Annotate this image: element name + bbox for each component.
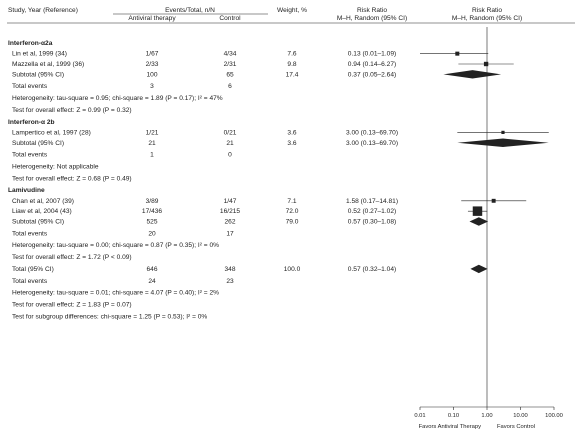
study-antiviral: 17/436 — [142, 208, 163, 215]
subtotal-weight: 3.6 — [287, 140, 296, 147]
study-label: Lin et al, 1999 (34) — [12, 51, 67, 58]
study-label: Chan et al, 2007 (39) — [12, 198, 74, 205]
total-events-control: 6 — [228, 83, 232, 90]
subgroup-differences-text: Test for subgroup differences: chi-squar… — [12, 313, 207, 320]
heterogeneity-text: Heterogeneity: Not applicable — [12, 163, 99, 170]
subtotal-risk-ratio: 3.00 (0.13–69.70) — [346, 140, 398, 147]
total-events-control: 17 — [226, 230, 234, 237]
total-events-label: Total events — [12, 278, 48, 285]
study-point — [483, 61, 489, 67]
study-point — [491, 198, 496, 203]
header-plot-method: M–H, Random (95% CI) — [452, 15, 522, 22]
study-weight: 7.1 — [287, 198, 296, 205]
subtotal-control: 65 — [226, 71, 234, 78]
study-risk-ratio: 0.13 (0.01–1.09) — [348, 51, 396, 58]
overall-effect-text: Test for overall effect: Z = 1.83 (P = 0… — [12, 301, 132, 308]
study-risk-ratio: 0.52 (0.27–1.02) — [348, 208, 396, 215]
overall-effect-text: Test for overall effect: Z = 1.72 (P < 0… — [12, 254, 132, 261]
total-control: 348 — [224, 266, 235, 273]
study-weight: 7.6 — [287, 51, 296, 58]
study-antiviral: 1/21 — [146, 129, 159, 136]
subtotal-label: Subtotal (95% CI) — [12, 219, 64, 226]
subtotal-risk-ratio: 0.37 (0.05–2.64) — [348, 71, 396, 78]
total-diamond — [470, 264, 488, 274]
group-title: Interferon-α 2b — [8, 119, 55, 126]
subtotal-label: Subtotal (95% CI) — [12, 71, 64, 78]
total-events-antiviral: 1 — [150, 152, 154, 159]
total-events-control: 23 — [226, 278, 234, 285]
header-antiviral: Antiviral therapy — [128, 15, 176, 22]
study-label: Liaw et al, 2004 (43) — [12, 208, 72, 215]
header-plot-risk-ratio: Risk Ratio — [472, 7, 502, 14]
header-risk-ratio: Risk Ratio — [357, 7, 387, 14]
study-risk-ratio: 3.00 (0.13–69.70) — [346, 129, 398, 136]
subtotal-diamond — [469, 217, 489, 226]
study-control: 2/31 — [224, 61, 237, 68]
total-weight: 100.0 — [284, 266, 301, 273]
total-label: Total (95% CI) — [12, 266, 54, 273]
study-control: 1/47 — [224, 198, 237, 205]
x-tick-label: 0.10 — [448, 413, 459, 419]
subtotal-diamond — [443, 70, 502, 79]
study-risk-ratio: 1.58 (0.17–14.81) — [346, 198, 398, 205]
study-control: 4/34 — [224, 51, 237, 58]
study-point — [501, 130, 505, 135]
subtotal-weight: 79.0 — [286, 219, 299, 226]
study-weight: 3.6 — [287, 129, 296, 136]
heterogeneity-text: Heterogeneity: tau-square = 0.00; chi-sq… — [12, 242, 219, 249]
study-label: Lampertico et al, 1997 (28) — [12, 129, 91, 136]
study-point — [455, 51, 460, 56]
heterogeneity-text: Heterogeneity: tau-square = 0.95; chi-sq… — [12, 95, 223, 102]
study-antiviral: 2/33 — [146, 61, 159, 68]
subtotal-control: 262 — [224, 219, 235, 226]
study-weight: 9.8 — [287, 61, 296, 68]
subtotal-antiviral: 525 — [146, 219, 157, 226]
study-control: 0/21 — [224, 129, 237, 136]
total-events-control: 0 — [228, 152, 232, 159]
total-events-label: Total events — [12, 152, 48, 159]
study-point — [472, 206, 483, 216]
x-tick-label: 1.00 — [481, 413, 492, 419]
total-antiviral: 646 — [146, 266, 157, 273]
subtotal-antiviral: 21 — [148, 140, 156, 147]
header-events-total: Events/Total, n/N — [165, 7, 215, 14]
x-tick-label: 0.01 — [414, 413, 425, 419]
group-title: Lamivudine — [8, 187, 45, 194]
x-tick-label: 100.00 — [545, 413, 563, 419]
study-risk-ratio: 0.94 (0.14–6.27) — [348, 61, 396, 68]
favors-control-label: Favors Control — [497, 424, 535, 430]
study-weight: 72.0 — [286, 208, 299, 215]
header-weight: Weight, % — [277, 7, 307, 14]
group-title: Interferon-α2a — [8, 40, 53, 47]
header-control: Control — [219, 15, 241, 22]
overall-effect-text: Test for overall effect: Z = 0.68 (P = 0… — [12, 175, 132, 182]
study-antiviral: 1/67 — [146, 51, 159, 58]
total-events-label: Total events — [12, 230, 48, 237]
total-risk-ratio: 0.57 (0.32–1.04) — [348, 266, 396, 273]
study-label: Mazzella et al, 1999 (36) — [12, 61, 84, 68]
subtotal-label: Subtotal (95% CI) — [12, 140, 64, 147]
header-study: Study, Year (Reference) — [8, 7, 78, 14]
study-antiviral: 3/89 — [146, 198, 159, 205]
subtotal-antiviral: 100 — [146, 71, 157, 78]
total-events-antiviral: 3 — [150, 83, 154, 90]
total-events-label: Total events — [12, 83, 48, 90]
subtotal-weight: 17.4 — [286, 71, 299, 78]
subtotal-risk-ratio: 0.57 (0.30–1.08) — [348, 219, 396, 226]
overall-effect-text: Test for overall effect: Z = 0.99 (P = 0… — [12, 107, 132, 114]
x-tick-label: 10.00 — [513, 413, 528, 419]
favors-antiviral-label: Favors Antiviral Therapy — [419, 424, 481, 430]
total-events-antiviral: 20 — [148, 230, 156, 237]
subtotal-diamond — [457, 138, 549, 147]
heterogeneity-text: Heterogeneity: tau-square = 0.01; chi-sq… — [12, 290, 219, 297]
header-risk-ratio-method: M–H, Random (95% CI) — [337, 15, 407, 22]
study-control: 16/215 — [220, 208, 241, 215]
total-events-antiviral: 24 — [148, 278, 156, 285]
subtotal-control: 21 — [226, 140, 234, 147]
